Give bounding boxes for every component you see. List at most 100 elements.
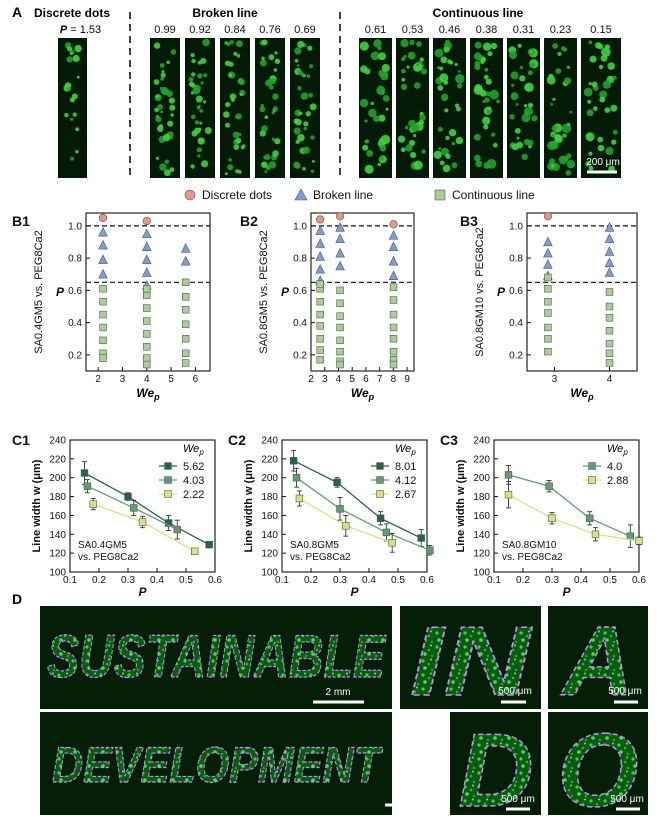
strip-speckle (195, 95, 203, 103)
data-point-square (336, 323, 344, 332)
strip-speckle (419, 114, 426, 121)
strip-speckle (264, 170, 268, 174)
chart-b3: B3 3 4 0.2 0.4 0.6 0.8 1.0 P SA0.8GM10 vs. PEG8Ca… (460, 212, 638, 402)
data-point-square (292, 474, 301, 482)
y-axis-label: Line width w (μm) (31, 459, 43, 552)
x-tick-label: 0.4 (150, 575, 164, 586)
data-point-square (389, 335, 398, 343)
data-point-square (605, 288, 614, 296)
strip-speckle (269, 85, 274, 90)
x-tick-label: 3 (120, 374, 126, 385)
strip-speckle (401, 57, 406, 62)
strip-speckle (368, 108, 377, 118)
strip-speckle (405, 125, 409, 130)
data-point-circle (316, 215, 325, 224)
strip-speckle (486, 159, 497, 169)
data-point-triangle (388, 241, 399, 251)
strip-speckle (516, 141, 524, 149)
strip-speckle (455, 136, 464, 145)
legend-title-main: We (607, 443, 623, 455)
data-point-square (333, 478, 341, 487)
series-note: SA0.8GM5 (290, 540, 339, 551)
strip-speckle (223, 111, 230, 118)
strip-speckle (443, 46, 450, 53)
strip-speckle (225, 122, 231, 128)
data-point-square (181, 320, 190, 328)
strip-speckle (411, 124, 420, 132)
strip-speckle (377, 162, 381, 167)
strip-speckle (483, 124, 489, 130)
data-point-square (544, 347, 552, 356)
data-point-triangle (388, 230, 399, 240)
strip-speckle (359, 41, 369, 51)
strip-speckle (272, 150, 279, 157)
legend-label: 4.03 (183, 475, 204, 487)
strip-speckle (197, 154, 201, 158)
strip-speckle (588, 40, 593, 45)
data-point-square (388, 539, 396, 547)
y-tick-label: 0.6 (293, 286, 307, 297)
strip-speckle (527, 70, 533, 76)
x-tick-label: 2 (308, 374, 314, 385)
data-point-triangle (604, 257, 615, 268)
strip-speckle (228, 73, 233, 77)
strip-speckle (260, 104, 264, 108)
strip-speckle (455, 74, 465, 84)
y-tick-label: 220 (473, 454, 490, 465)
strip-speckle (451, 162, 458, 169)
series-line (508, 494, 640, 542)
strip-speckle (561, 46, 566, 51)
y-tick-label: 0.6 (68, 286, 82, 297)
panel-label: B3 (460, 213, 478, 229)
data-point-triangle (180, 255, 191, 266)
strip-speckle (457, 70, 461, 73)
data-point-square (316, 335, 324, 343)
strip-speckle (191, 58, 196, 64)
p-value-label: 0.69 (294, 24, 315, 36)
marker-legend: Discrete dots Broken line Continuous line (184, 188, 535, 202)
x-axis-label: Wep (351, 386, 375, 402)
image-o (548, 712, 648, 815)
data-point-square (143, 343, 151, 351)
y-tick-label: 240 (49, 436, 66, 447)
strip-speckle (196, 105, 201, 110)
strip-speckle (437, 85, 444, 91)
scale-bar-label: 2 mm (326, 687, 351, 698)
strip-speckle (260, 59, 267, 67)
strip-speckle (565, 170, 572, 176)
strip-speckle (303, 121, 309, 127)
strip-speckle (400, 39, 409, 48)
strip-speckle (66, 56, 73, 63)
chart-b1: B1 2 3 4 5 6 0.2 0.4 0.6 0.8 1.0 P SA0.4GM5 vs. PEG8… (12, 212, 211, 402)
strip-speckle (379, 137, 384, 143)
strip-speckle (413, 62, 422, 72)
strip-speckle (155, 94, 160, 99)
y-axis-label: Line width w (μm) (455, 459, 467, 552)
strip-speckle (605, 147, 614, 155)
legend-label: 4.12 (395, 475, 416, 487)
p-value-label: 0.15 (590, 24, 611, 36)
strip-speckle (442, 98, 446, 102)
strip-speckle (359, 98, 369, 108)
strip-speckle (224, 172, 228, 176)
data-point-square (389, 347, 398, 356)
data-point-square (336, 360, 344, 369)
strip-speckle (155, 116, 162, 123)
strip-speckle (474, 154, 481, 162)
strip-speckle (302, 146, 310, 154)
chart-c3: C3 0.1 0.2 0.3 0.4 0.5 0.6 100 120 140 160 180 200 22… (440, 432, 646, 599)
strip-speckle (474, 60, 481, 67)
x-tick-label: 0.6 (208, 575, 222, 586)
strip-speckle (451, 141, 456, 146)
strip-speckle (239, 92, 243, 96)
word-sustainable: SUSTAINABLE (47, 623, 387, 690)
strip-speckle (510, 71, 519, 80)
panel-label: C2 (228, 432, 246, 448)
strip-speckle (242, 144, 246, 148)
data-point-square (99, 310, 107, 319)
image-a (548, 606, 648, 709)
strip-speckle (454, 62, 458, 67)
series-note: vs. PEG8Ca2 (78, 552, 139, 563)
strip-speckle (445, 39, 451, 45)
data-point-square (316, 310, 324, 319)
